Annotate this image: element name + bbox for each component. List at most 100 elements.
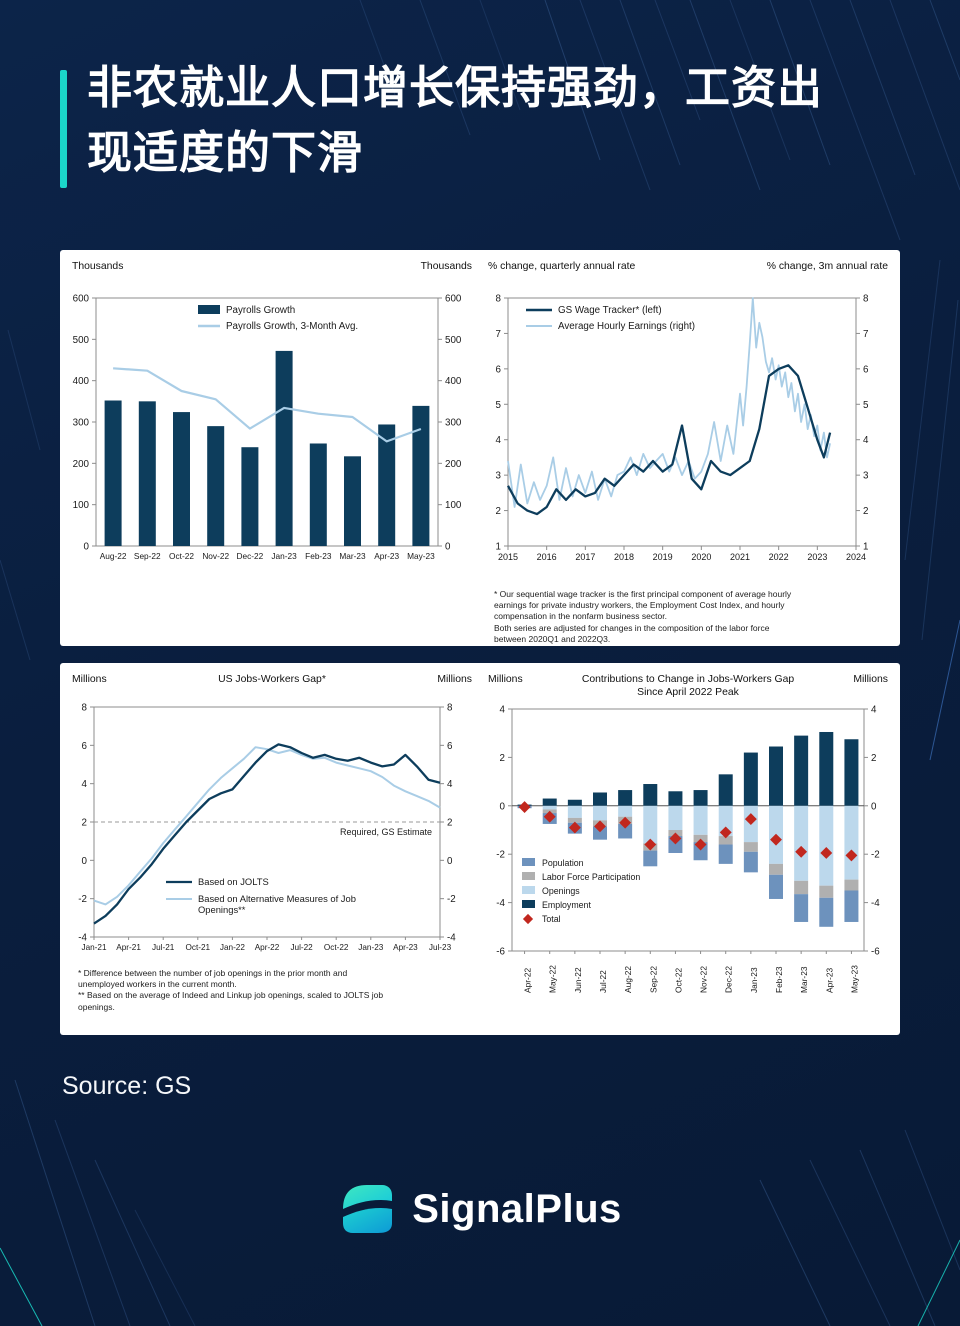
svg-text:2016: 2016 — [537, 552, 557, 562]
svg-text:2: 2 — [871, 753, 876, 764]
svg-text:5: 5 — [863, 400, 869, 411]
svg-text:-2: -2 — [496, 850, 505, 861]
svg-text:2022: 2022 — [769, 552, 789, 562]
payrolls-chart-header: Thousands Thousands — [66, 256, 478, 288]
svg-text:Total: Total — [542, 914, 561, 924]
svg-text:8: 8 — [447, 703, 453, 714]
svg-text:Openings: Openings — [542, 886, 580, 896]
svg-text:Based on Alternative Measures: Based on Alternative Measures of Job Open… — [198, 893, 356, 915]
page-title: 非农就业人口增长保持强劲，工资出 现适度的下滑 — [60, 56, 823, 188]
svg-text:Apr-23: Apr-23 — [824, 968, 834, 993]
svg-text:Jan-22: Jan-22 — [220, 943, 245, 952]
svg-text:-2: -2 — [447, 894, 456, 905]
brand-name: SignalPlus — [412, 1186, 622, 1231]
y-axis-label-left: Thousands — [72, 261, 124, 272]
svg-text:600: 600 — [445, 294, 462, 305]
svg-text:-2: -2 — [78, 894, 87, 905]
svg-text:Sep-22: Sep-22 — [134, 551, 161, 561]
svg-text:1: 1 — [496, 542, 501, 553]
svg-text:400: 400 — [445, 376, 462, 387]
gap-chart-canvas: -4 -4 -2 -2 0 0 2 2 4 4 6 6 8 8 Required, GS Estimate J… — [78, 703, 456, 953]
svg-text:2023: 2023 — [807, 552, 827, 562]
svg-text:Nov-22: Nov-22 — [202, 551, 229, 561]
y-axis-label-right: Thousands — [420, 261, 472, 272]
svg-text:2015: 2015 — [498, 552, 518, 562]
svg-text:0: 0 — [82, 856, 88, 867]
chart-title: US Jobs-Workers Gap* — [218, 674, 326, 685]
svg-text:Apr-21: Apr-21 — [116, 943, 141, 952]
svg-text:2024: 2024 — [846, 552, 866, 562]
contributions-chart-canvas: -6 -6 -4 -4 -2 -2 0 0 2 2 4 4 Apr-22 May-22 Jun-22 Jul-… — [496, 705, 880, 994]
svg-text:Aug-22: Aug-22 — [623, 966, 633, 993]
svg-text:May-22: May-22 — [548, 965, 558, 993]
svg-text:1: 1 — [863, 542, 868, 553]
svg-text:-4: -4 — [78, 933, 87, 944]
svg-text:-4: -4 — [447, 933, 456, 944]
svg-text:-6: -6 — [871, 947, 880, 958]
svg-text:Dec-22: Dec-22 — [724, 966, 734, 993]
wage-tracker-chart: % change, quarterly annual rate % change… — [482, 256, 894, 644]
svg-text:Jul-22: Jul-22 — [290, 943, 313, 952]
svg-text:Oct-22: Oct-22 — [324, 943, 349, 952]
svg-text:Jan-23: Jan-23 — [271, 551, 297, 561]
svg-text:-4: -4 — [871, 898, 880, 909]
svg-text:Oct-22: Oct-22 — [169, 551, 194, 561]
svg-text:-6: -6 — [496, 947, 505, 958]
svg-text:Apr-22: Apr-22 — [255, 943, 280, 952]
svg-text:0: 0 — [871, 801, 877, 812]
svg-text:3: 3 — [863, 471, 869, 482]
charts-card-bottom: Millions US Jobs-Workers Gap* Millions -… — [60, 663, 900, 1035]
wage-chart-footnote: * Our sequential wage tracker is the fir… — [494, 589, 792, 644]
y-axis-label-right: Millions — [437, 674, 472, 685]
svg-text:Jan-23: Jan-23 — [358, 943, 383, 952]
svg-text:Feb-23: Feb-23 — [774, 966, 784, 993]
svg-text:Oct-22: Oct-22 — [673, 968, 683, 993]
svg-text:2021: 2021 — [730, 552, 750, 562]
svg-text:8: 8 — [82, 703, 88, 714]
svg-text:Payrolls Growth: Payrolls Growth — [226, 305, 295, 316]
contributions-chart-header: Millions Contributions to Change in Jobs… — [482, 669, 894, 701]
y-axis-label-left: Millions — [488, 674, 523, 685]
svg-text:Population: Population — [542, 858, 584, 868]
gap-chart-header: Millions US Jobs-Workers Gap* Millions — [66, 669, 478, 701]
svg-text:2: 2 — [500, 753, 505, 764]
svg-text:500: 500 — [73, 335, 90, 346]
svg-text:6: 6 — [447, 741, 453, 752]
svg-text:Mar-23: Mar-23 — [339, 551, 366, 561]
svg-text:Average Hourly Earnings (right: Average Hourly Earnings (right) — [558, 321, 695, 332]
svg-text:6: 6 — [863, 364, 869, 375]
svg-text:-2: -2 — [871, 850, 880, 861]
svg-text:100: 100 — [73, 500, 90, 511]
svg-text:Jun-22: Jun-22 — [573, 967, 583, 993]
y-axis-label-left: % change, quarterly annual rate — [488, 261, 636, 272]
svg-text:Jul-23: Jul-23 — [429, 943, 452, 952]
brand-logo: SignalPlus — [0, 1180, 960, 1238]
jobs-workers-gap-chart: Millions US Jobs-Workers Gap* Millions -… — [66, 669, 478, 1029]
svg-text:Dec-22: Dec-22 — [237, 551, 264, 561]
svg-text:Jul-22: Jul-22 — [598, 970, 608, 993]
svg-text:6: 6 — [82, 741, 88, 752]
svg-text:0: 0 — [445, 542, 451, 553]
y-axis-label-right: % change, 3m annual rate — [766, 261, 888, 272]
contributions-chart: Millions Contributions to Change in Jobs… — [482, 669, 894, 1029]
svg-text:400: 400 — [73, 376, 90, 387]
svg-text:Oct-21: Oct-21 — [186, 943, 211, 952]
chart-title: Contributions to Change in Jobs-Workers … — [581, 674, 795, 698]
svg-text:300: 300 — [445, 418, 462, 429]
svg-text:2018: 2018 — [614, 552, 634, 562]
svg-text:8: 8 — [496, 294, 502, 305]
source-text: Source: GS — [62, 1072, 192, 1100]
svg-text:Based on JOLTS: Based on JOLTS — [198, 876, 269, 887]
svg-text:-4: -4 — [496, 898, 505, 909]
svg-text:0: 0 — [500, 801, 506, 812]
svg-text:4: 4 — [447, 779, 453, 790]
svg-text:4: 4 — [82, 779, 88, 790]
page-title-text: 非农就业人口增长保持强劲，工资出 现适度的下滑 — [87, 56, 823, 186]
y-axis-label-right: Millions — [853, 674, 888, 685]
svg-text:200: 200 — [445, 459, 462, 470]
svg-text:2: 2 — [496, 506, 501, 517]
svg-text:300: 300 — [73, 418, 90, 429]
wage-chart-header: % change, quarterly annual rate % change… — [482, 256, 894, 288]
svg-text:200: 200 — [73, 459, 90, 470]
